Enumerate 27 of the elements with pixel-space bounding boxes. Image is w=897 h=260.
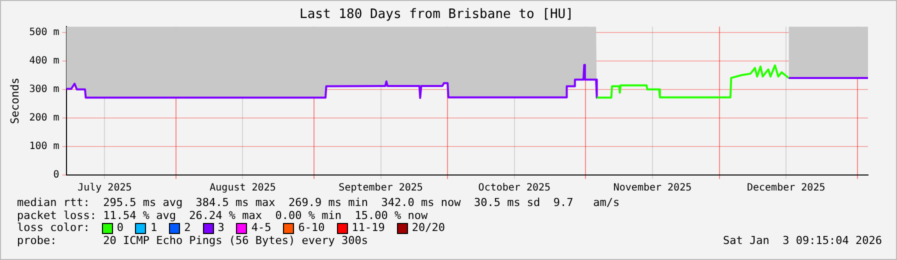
- y-tick-label: 500 m: [29, 26, 60, 38]
- y-tick-label: 200 m: [29, 112, 60, 124]
- legend-label: 11-19: [352, 221, 385, 234]
- legend-label: 20/20: [412, 221, 445, 234]
- legend-label: 2: [184, 221, 191, 234]
- legend-label: 4-5: [251, 221, 272, 234]
- text: packet loss: 11.54 % avg 26.24 % max 0.00 % min 15.00 % now: [17, 208, 429, 222]
- x-tick-label: September 2025: [338, 182, 423, 194]
- legend-label: 6-10: [298, 221, 325, 234]
- legend-label: 3: [218, 221, 224, 234]
- x-tick-label: November 2025: [613, 182, 692, 194]
- text: probe: 20 ICMP Echo Pings (56 Bytes) every 300s: [17, 234, 368, 247]
- y-tick-label: 0: [53, 170, 60, 181]
- legend-title: loss color:: [17, 221, 90, 234]
- y-tick-label: 400 m: [29, 55, 60, 66]
- y-tick-label: 300 m: [29, 84, 60, 95]
- x-tick-label: July 2025: [78, 182, 132, 194]
- legend-label: 0: [116, 221, 124, 234]
- y-axis-title: Seconds: [8, 78, 22, 124]
- x-tick-label: October 2025: [478, 182, 551, 194]
- x-tick-label: August 2025: [210, 182, 276, 194]
- chart-title: Last 180 Days from Brisbane to [HU]: [300, 7, 574, 22]
- y-tick-label: 100 m: [29, 141, 60, 152]
- text: median rtt: 295.5 ms avg 384.5 ms max 269.9 ms min 342.0 ms now 30.5 ms sd 9.7 am/s: [17, 196, 621, 210]
- text: Sat Jan 3 09:15:04 2026: [723, 234, 882, 247]
- legend-label: 1: [150, 221, 158, 234]
- x-tick-label: December 2025: [746, 182, 826, 194]
